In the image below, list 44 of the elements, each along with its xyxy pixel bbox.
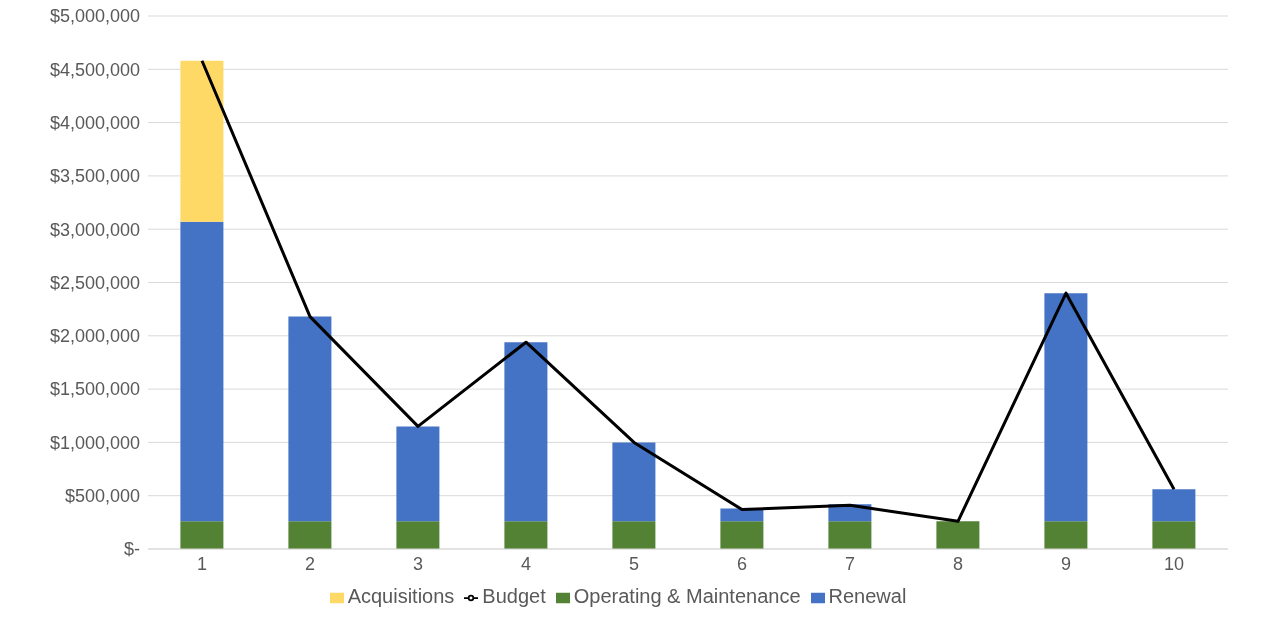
line-series <box>200 59 1176 523</box>
bar <box>396 521 440 549</box>
legend-label: Acquisitions <box>347 585 455 607</box>
x-tick-label: 8 <box>952 553 964 574</box>
bar <box>1044 293 1088 522</box>
legend-label: Operating & Maintenance <box>573 585 801 607</box>
bar <box>936 521 980 549</box>
x-tick-label: 10 <box>1163 553 1185 574</box>
bar <box>1152 489 1196 522</box>
x-tick-label: 7 <box>844 553 856 574</box>
bar <box>1152 521 1196 549</box>
y-tick-label: $2,500,000 <box>49 272 140 293</box>
y-tick-label: $500,000 <box>64 486 140 507</box>
x-tick-label: 3 <box>412 553 424 574</box>
y-tick-label: $5,000,000 <box>49 6 140 27</box>
bar <box>828 521 872 549</box>
y-tick-label: $3,000,000 <box>49 219 140 240</box>
y-tick-label: $- <box>123 539 140 560</box>
x-tick-label: 4 <box>520 553 532 574</box>
bar <box>504 342 548 522</box>
legend-label: Renewal <box>828 585 907 607</box>
bar <box>504 521 548 549</box>
x-tick-label: 2 <box>304 553 316 574</box>
x-tick-label: 5 <box>628 553 640 574</box>
bar <box>612 521 656 549</box>
x-tick-label: 1 <box>196 553 208 574</box>
bar <box>720 521 764 549</box>
y-tick-label: $2,000,000 <box>49 326 140 347</box>
x-tick-label: 9 <box>1060 553 1072 574</box>
y-tick-label: $3,500,000 <box>49 166 140 187</box>
bar <box>1044 521 1088 549</box>
bar <box>180 521 224 549</box>
bar <box>612 442 656 522</box>
bar <box>288 521 332 549</box>
bar <box>288 316 332 522</box>
y-tick-label: $1,500,000 <box>49 379 140 400</box>
x-tick-label: 6 <box>736 553 748 574</box>
y-tick-label: $4,500,000 <box>49 59 140 80</box>
y-tick-label: $4,000,000 <box>49 112 140 133</box>
bar <box>180 60 224 222</box>
bar <box>180 221 224 522</box>
legend-label: Budget <box>482 585 546 607</box>
y-tick-label: $1,000,000 <box>49 432 140 453</box>
bar <box>396 426 440 522</box>
